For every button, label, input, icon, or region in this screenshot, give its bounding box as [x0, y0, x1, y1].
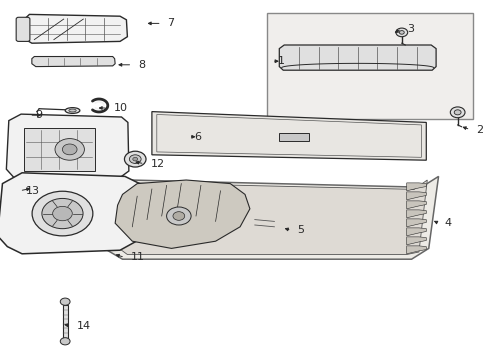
Polygon shape — [157, 114, 421, 157]
Text: 7: 7 — [168, 18, 175, 28]
Text: 12: 12 — [150, 159, 165, 169]
Polygon shape — [407, 228, 426, 236]
Bar — [24, 128, 95, 171]
Polygon shape — [407, 192, 426, 200]
Text: 4: 4 — [444, 218, 452, 228]
Polygon shape — [279, 45, 436, 70]
Polygon shape — [24, 14, 127, 43]
Polygon shape — [407, 210, 426, 218]
Bar — [63, 305, 68, 338]
Polygon shape — [32, 57, 115, 67]
FancyBboxPatch shape — [16, 17, 30, 41]
Circle shape — [32, 191, 93, 236]
Polygon shape — [407, 246, 426, 254]
Polygon shape — [152, 112, 426, 160]
Circle shape — [53, 206, 73, 221]
Text: 2: 2 — [476, 125, 484, 135]
Polygon shape — [407, 201, 426, 209]
Circle shape — [167, 207, 191, 225]
Ellipse shape — [69, 109, 76, 112]
Circle shape — [454, 110, 461, 115]
Polygon shape — [407, 183, 426, 191]
Polygon shape — [110, 171, 427, 255]
Circle shape — [124, 151, 146, 167]
Text: 1: 1 — [278, 56, 285, 66]
Text: 3: 3 — [408, 24, 415, 34]
Polygon shape — [6, 114, 129, 180]
Text: 10: 10 — [114, 103, 128, 113]
Text: 11: 11 — [131, 252, 145, 262]
Circle shape — [42, 198, 83, 229]
Bar — [267, 13, 473, 119]
Circle shape — [450, 107, 465, 118]
Polygon shape — [98, 164, 439, 259]
Polygon shape — [0, 173, 145, 254]
Circle shape — [129, 155, 141, 163]
Polygon shape — [407, 219, 426, 227]
Circle shape — [60, 338, 70, 345]
Circle shape — [60, 298, 70, 305]
Circle shape — [62, 144, 77, 155]
Polygon shape — [115, 180, 250, 248]
Text: 8: 8 — [138, 60, 146, 70]
Text: 13: 13 — [25, 186, 40, 196]
Text: 6: 6 — [195, 132, 201, 142]
Ellipse shape — [65, 108, 80, 113]
Circle shape — [399, 31, 404, 34]
Text: 5: 5 — [297, 225, 304, 235]
Bar — [279, 133, 309, 141]
Circle shape — [133, 157, 138, 161]
Text: 9: 9 — [35, 110, 43, 120]
Circle shape — [55, 139, 84, 160]
Circle shape — [396, 28, 408, 37]
Text: 14: 14 — [77, 321, 91, 331]
Polygon shape — [407, 237, 426, 245]
Circle shape — [173, 212, 185, 220]
